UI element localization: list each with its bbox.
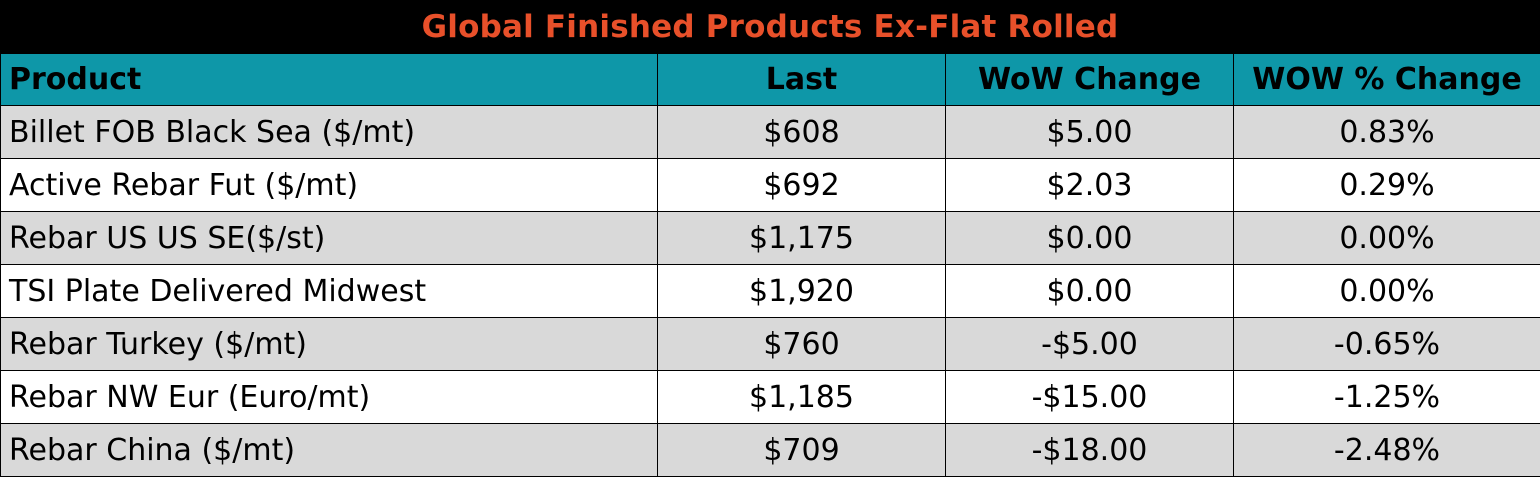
last-cell: $1,920	[658, 265, 946, 318]
last-cell: $1,185	[658, 371, 946, 424]
wow-pct-cell: -0.65%	[1234, 318, 1540, 371]
product-cell: Active Rebar Fut ($/mt)	[1, 159, 658, 212]
wow-pct-cell: 0.00%	[1234, 265, 1540, 318]
last-cell: $692	[658, 159, 946, 212]
header-product: Product	[1, 54, 658, 106]
wow-change-cell: $0.00	[946, 212, 1234, 265]
product-cell: Rebar NW Eur (Euro/mt)	[1, 371, 658, 424]
product-cell: Rebar China ($/mt)	[1, 424, 658, 477]
table-row: Billet FOB Black Sea ($/mt) $608 $5.00 0…	[1, 106, 1540, 159]
table-row: TSI Plate Delivered Midwest $1,920 $0.00…	[1, 265, 1540, 318]
last-cell: $709	[658, 424, 946, 477]
header-last: Last	[658, 54, 946, 106]
last-cell: $1,175	[658, 212, 946, 265]
wow-change-cell: $0.00	[946, 265, 1234, 318]
last-cell: $760	[658, 318, 946, 371]
table-row: Active Rebar Fut ($/mt) $692 $2.03 0.29%	[1, 159, 1540, 212]
product-cell: Rebar US US SE($/st)	[1, 212, 658, 265]
wow-pct-cell: 0.29%	[1234, 159, 1540, 212]
header-wow-pct-change: WOW % Change	[1234, 54, 1540, 106]
wow-pct-cell: -2.48%	[1234, 424, 1540, 477]
wow-change-cell: $5.00	[946, 106, 1234, 159]
wow-change-cell: -$15.00	[946, 371, 1234, 424]
table-row: Rebar China ($/mt) $709 -$18.00 -2.48%	[1, 424, 1540, 477]
wow-change-cell: -$5.00	[946, 318, 1234, 371]
table-title: Global Finished Products Ex-Flat Rolled	[0, 0, 1540, 53]
wow-change-cell: $2.03	[946, 159, 1234, 212]
product-cell: Rebar Turkey ($/mt)	[1, 318, 658, 371]
header-wow-change: WoW Change	[946, 54, 1234, 106]
wow-pct-cell: 0.83%	[1234, 106, 1540, 159]
products-table: Product Last WoW Change WOW % Change Bil…	[0, 53, 1540, 477]
wow-pct-cell: -1.25%	[1234, 371, 1540, 424]
table-row: Rebar NW Eur (Euro/mt) $1,185 -$15.00 -1…	[1, 371, 1540, 424]
table-row: Rebar US US SE($/st) $1,175 $0.00 0.00%	[1, 212, 1540, 265]
wow-pct-cell: 0.00%	[1234, 212, 1540, 265]
table-row: Rebar Turkey ($/mt) $760 -$5.00 -0.65%	[1, 318, 1540, 371]
product-cell: TSI Plate Delivered Midwest	[1, 265, 658, 318]
last-cell: $608	[658, 106, 946, 159]
header-row: Product Last WoW Change WOW % Change	[1, 54, 1540, 106]
product-cell: Billet FOB Black Sea ($/mt)	[1, 106, 658, 159]
wow-change-cell: -$18.00	[946, 424, 1234, 477]
